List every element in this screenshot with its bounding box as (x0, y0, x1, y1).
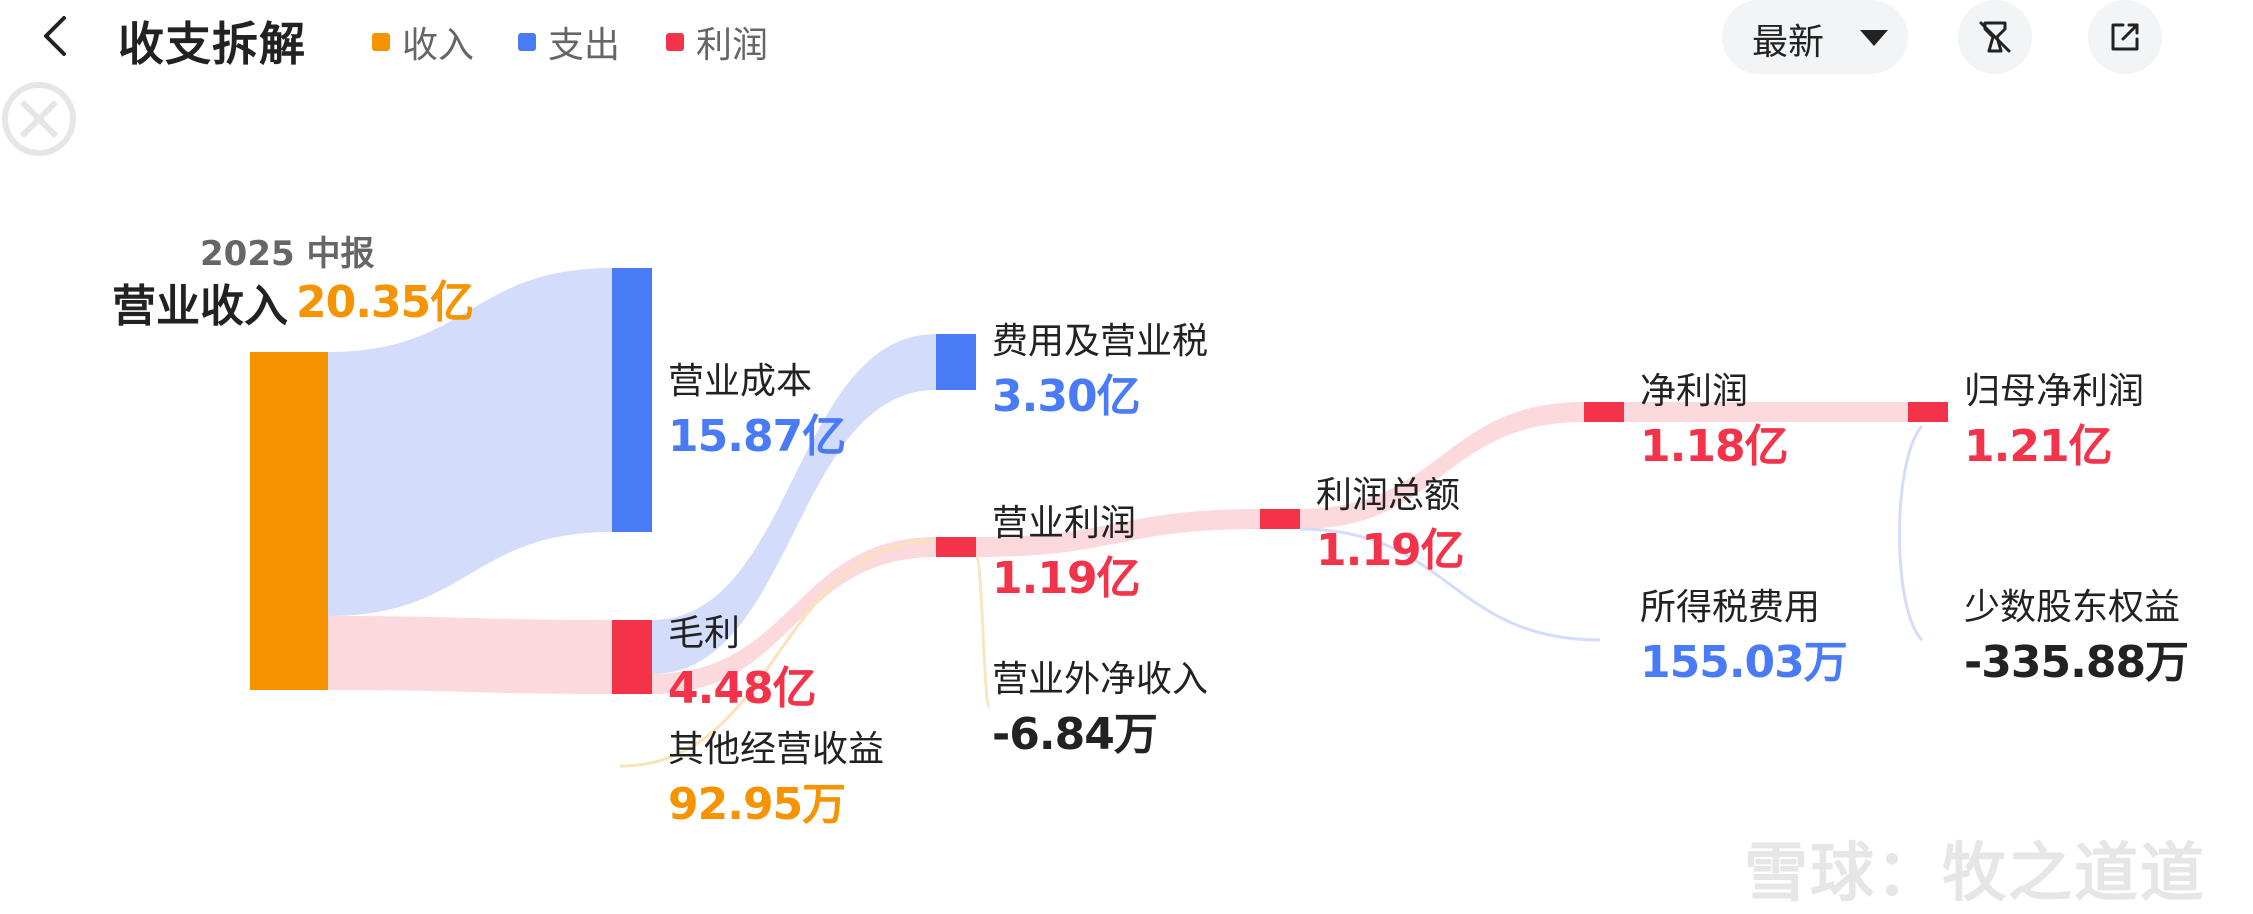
clear-style-button[interactable] (1958, 0, 2032, 74)
node-bar-revenue (250, 352, 328, 690)
legend-swatch-profit (666, 33, 684, 51)
node-label-tax: 所得税费用 (1640, 587, 1821, 628)
page-header: 收支拆解 收入 支出 利润 最新 (0, 0, 2253, 80)
node-label-non-op: 营业外净收入 (992, 659, 1209, 700)
node-bar-parent-np (1908, 402, 1948, 422)
node-value-parent-np: 1.21亿 (1964, 421, 2113, 472)
node-label-fees: 费用及营业税 (992, 321, 1209, 362)
period-dropdown[interactable]: 最新 (1722, 0, 1908, 74)
node-value-total-profit: 1.19亿 (1316, 525, 1465, 576)
expand-button[interactable] (2088, 0, 2162, 74)
link-op-profit-total-profit (976, 509, 1260, 557)
node-value-fees: 3.30亿 (992, 371, 1141, 422)
node-value-op-profit: 1.19亿 (992, 553, 1141, 604)
legend-label-expense: 支出 (548, 25, 621, 66)
node-value-other-op: 92.95万 (668, 779, 846, 830)
node-value-non-op: -6.84万 (992, 709, 1158, 760)
node-value-net-profit: 1.18亿 (1640, 421, 1789, 472)
chevron-left-icon (44, 16, 66, 56)
node-bar-cost (612, 268, 652, 532)
link-non-op-op-profit (974, 555, 992, 710)
link-other-op-op-profit (619, 539, 937, 768)
node-bar-op-profit (936, 537, 976, 557)
xueqiu-logo-icon (2, 82, 76, 156)
node-bar-total-profit (1260, 509, 1300, 529)
node-label-parent-np: 归母净利润 (1964, 371, 2145, 412)
period-dropdown-label: 最新 (1752, 22, 1825, 63)
node-bar-gross (612, 620, 652, 694)
sankey-chart: 2025 中报 营业收入 20.35亿 营业成本 15.87亿 毛利 4.48亿… (0, 80, 2253, 911)
legend-item-income: 收入 (372, 16, 474, 68)
brush-icon (1979, 21, 2011, 53)
legend-item-expense: 支出 (518, 16, 620, 68)
node-value-cost: 15.87亿 (668, 411, 846, 462)
link-total-profit-tax (1299, 527, 1601, 642)
link-total-profit-net-profit (1300, 402, 1584, 529)
page-title: 收支拆解 (118, 17, 306, 71)
watermark: 雪球：牧之道道 (1744, 837, 2206, 911)
node-label-op-profit: 营业利润 (992, 503, 1137, 544)
node-value-gross: 4.48亿 (668, 663, 817, 714)
node-bar-fees (936, 334, 976, 390)
link-revenue-gross (328, 616, 612, 694)
legend-swatch-expense (518, 33, 536, 51)
node-bar-net-profit (1584, 402, 1624, 422)
link-minority-parent-np (1898, 425, 1924, 642)
legend-label-income: 收入 (402, 25, 475, 66)
node-label-total-profit: 利润总额 (1316, 475, 1461, 516)
node-value-revenue: 20.35亿 (296, 277, 474, 328)
link-net-profit-parent-np (1624, 402, 1908, 422)
legend-label-profit: 利润 (696, 25, 769, 66)
node-value-minority: -335.88万 (1964, 637, 2189, 688)
node-label-net-profit: 净利润 (1640, 371, 1749, 412)
node-label-other-op: 其他经营收益 (668, 729, 885, 770)
link-gross-fees (652, 334, 936, 674)
legend-swatch-income (372, 33, 390, 51)
node-label-revenue: 营业收入 (112, 281, 288, 332)
back-button[interactable] (36, 8, 76, 64)
sankey-svg (250, 268, 1948, 768)
node-label-minority: 少数股东权益 (1964, 587, 2181, 628)
link-revenue-cost (328, 268, 612, 616)
node-label-gross: 毛利 (668, 613, 741, 654)
link-gross-op-profit (652, 537, 936, 694)
external-link-icon (2111, 23, 2139, 51)
node-value-tax: 155.03万 (1640, 637, 1848, 688)
period-label: 2025 中报 (200, 234, 375, 274)
legend-item-profit: 利润 (666, 16, 768, 68)
node-label-cost: 营业成本 (668, 361, 813, 402)
caret-down-icon (1860, 30, 1888, 46)
